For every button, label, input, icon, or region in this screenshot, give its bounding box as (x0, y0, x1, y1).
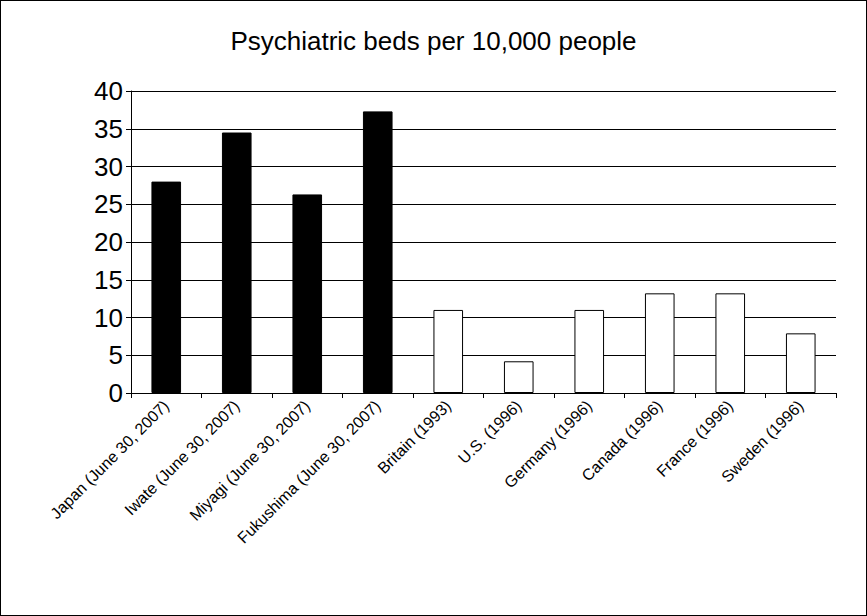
svg-text:30: 30 (94, 152, 123, 182)
svg-text:Canada (1996): Canada (1996) (578, 397, 665, 484)
svg-text:Britain (1993): Britain (1993) (374, 397, 454, 477)
svg-text:35: 35 (94, 114, 123, 144)
svg-text:France (1996): France (1996) (653, 397, 737, 480)
svg-text:15: 15 (94, 265, 123, 295)
svg-text:Fukushima (June 30, 2007): Fukushima (June 30, 2007) (234, 397, 384, 547)
svg-text:40: 40 (94, 76, 123, 106)
svg-text:20: 20 (94, 227, 123, 257)
svg-text:Japan (June 30, 2007): Japan (June 30, 2007) (47, 397, 172, 522)
svg-text:U.S. (1996): U.S. (1996) (455, 397, 525, 467)
svg-text:Miyagi (June 30, 2007): Miyagi (June 30, 2007) (186, 397, 313, 524)
svg-text:25: 25 (94, 189, 123, 219)
svg-text:0: 0 (109, 378, 123, 408)
svg-text:5: 5 (109, 340, 123, 370)
svg-text:Germany (1996): Germany (1996) (501, 397, 595, 491)
svg-text:Psychiatric beds per 10,000 pe: Psychiatric beds per 10,000 people (230, 26, 636, 56)
svg-text:Iwate (June 30, 2007): Iwate (June 30, 2007) (121, 397, 242, 518)
svg-text:10: 10 (94, 303, 123, 333)
svg-text:Sweden (1996): Sweden (1996) (718, 397, 807, 486)
